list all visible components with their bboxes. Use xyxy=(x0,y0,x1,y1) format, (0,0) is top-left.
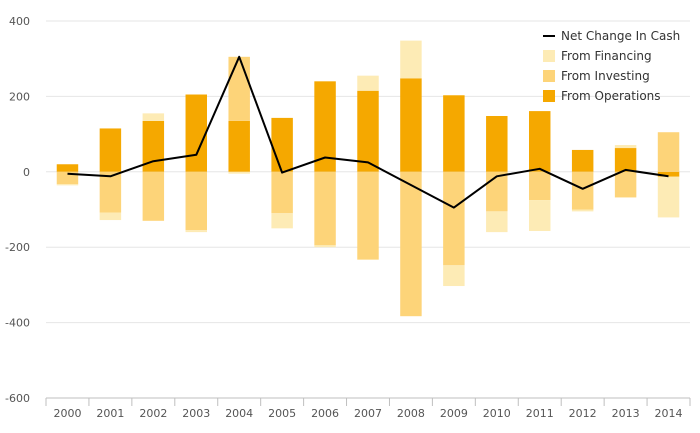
bar-from-operations xyxy=(443,95,465,172)
bar-from-investing xyxy=(486,171,508,212)
x-tick-label: 2012 xyxy=(569,407,597,420)
net-change-line-layer xyxy=(67,55,669,209)
bar-from-investing xyxy=(571,171,594,210)
bar-from-financing xyxy=(657,176,680,218)
bar-from-financing xyxy=(228,171,250,174)
bar-from-financing xyxy=(56,184,79,186)
bar-from-operations xyxy=(657,171,680,177)
bar-from-financing xyxy=(400,40,422,79)
y-tick-label: 0 xyxy=(23,166,30,179)
bar-from-investing xyxy=(142,171,165,221)
bar-from-investing xyxy=(99,171,122,213)
x-tick-label: 2004 xyxy=(225,407,253,420)
x-tick-label: 2005 xyxy=(268,407,296,420)
net-change-line xyxy=(67,55,669,209)
x-tick-label: 2001 xyxy=(96,407,124,420)
bar-from-operations xyxy=(486,116,508,172)
bar-from-operations xyxy=(228,120,250,172)
bar-from-operations xyxy=(571,149,594,172)
y-tick-label: 200 xyxy=(9,90,30,103)
x-tick-label: 2000 xyxy=(53,407,81,420)
bar-from-financing xyxy=(571,209,594,212)
bar-from-operations xyxy=(529,111,551,172)
y-tick-label: -600 xyxy=(5,392,30,405)
bar-from-financing xyxy=(271,213,293,229)
bar-from-financing xyxy=(614,145,637,149)
x-tick-label: 2014 xyxy=(655,407,683,420)
legend-label: From Financing xyxy=(561,49,652,63)
bar-from-investing xyxy=(357,171,379,260)
x-tick-label: 2009 xyxy=(440,407,468,420)
bar-from-financing xyxy=(185,230,207,233)
bar-from-financing xyxy=(314,245,336,248)
bar-from-investing xyxy=(185,171,207,231)
bar-from-financing xyxy=(529,200,551,231)
stacked-bars xyxy=(56,40,680,317)
y-tick-label: -200 xyxy=(5,241,30,254)
bar-from-operations xyxy=(185,94,207,172)
x-tick-label: 2006 xyxy=(311,407,339,420)
x-tick-label: 2008 xyxy=(397,407,425,420)
x-tick-label: 2011 xyxy=(526,407,554,420)
bar-from-operations xyxy=(314,81,336,172)
legend-swatch xyxy=(543,50,555,62)
bar-from-financing xyxy=(486,211,508,233)
x-tick-label: 2003 xyxy=(182,407,210,420)
bar-from-operations xyxy=(614,148,637,172)
bar-from-investing xyxy=(529,171,551,201)
bar-from-financing xyxy=(99,212,122,221)
bar-from-investing xyxy=(271,171,293,214)
axes: -600 -400 -200 0 200 400 2000 2001 2002 2003 2004 2… xyxy=(5,15,691,420)
legend-swatch xyxy=(543,90,555,102)
bar-from-operations xyxy=(56,164,79,172)
bar-from-investing xyxy=(614,171,637,198)
x-tick-label: 2013 xyxy=(612,407,640,420)
bar-from-investing xyxy=(400,171,422,317)
bar-from-operations xyxy=(357,90,379,172)
bar-from-financing xyxy=(357,75,379,91)
x-tick-label: 2010 xyxy=(483,407,511,420)
bar-from-operations xyxy=(400,78,422,172)
legend: Net Change In Cash From Financing From Inv… xyxy=(543,29,680,103)
legend-swatch xyxy=(543,70,555,82)
bar-from-financing xyxy=(443,265,465,287)
legend-label: From Investing xyxy=(561,69,650,83)
bar-from-operations xyxy=(99,128,122,172)
bar-from-investing xyxy=(443,171,465,266)
bar-from-operations xyxy=(271,117,293,172)
y-tick-label: 400 xyxy=(9,15,30,28)
x-tick-label: 2002 xyxy=(139,407,167,420)
legend-label: From Operations xyxy=(561,89,661,103)
bar-from-financing xyxy=(142,113,165,121)
bar-from-investing xyxy=(314,171,336,246)
y-tick-label: -400 xyxy=(5,317,30,330)
bar-from-operations xyxy=(142,120,165,172)
x-tick-label: 2007 xyxy=(354,407,382,420)
bar-from-investing xyxy=(228,56,250,121)
legend-label: Net Change In Cash xyxy=(561,29,680,43)
bar-from-investing xyxy=(657,132,680,172)
